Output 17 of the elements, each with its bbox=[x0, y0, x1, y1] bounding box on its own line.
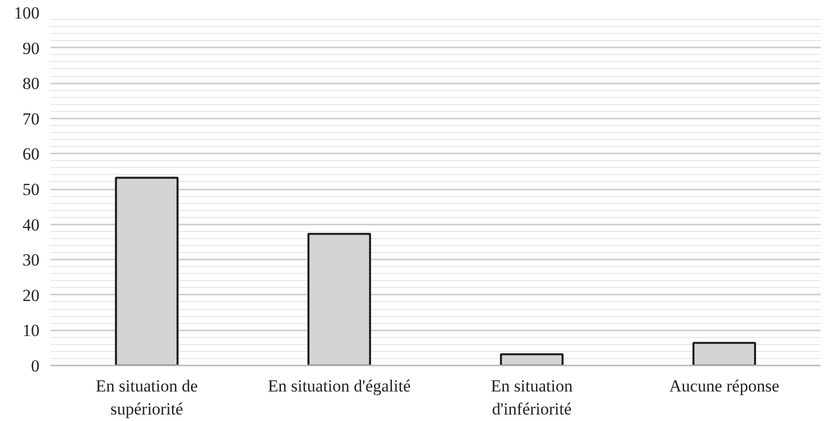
bar bbox=[692, 342, 756, 366]
y-tick-label: 0 bbox=[31, 356, 40, 376]
y-tick-label: 40 bbox=[22, 215, 40, 234]
x-tick-label: En situation de supériorité bbox=[96, 376, 198, 418]
bar bbox=[500, 353, 564, 366]
x-tick-label: Aucune réponse bbox=[669, 376, 780, 396]
y-tick-label: 80 bbox=[22, 74, 40, 94]
y-tick-label: 90 bbox=[22, 38, 40, 58]
y-tick-label: 100 bbox=[14, 4, 40, 22]
y-tick-label: 20 bbox=[22, 286, 40, 305]
y-tick-label: 50 bbox=[22, 180, 40, 199]
y-tick-label: 30 bbox=[22, 250, 40, 270]
y-tick-label: 70 bbox=[22, 109, 40, 128]
x-tick-label: En situation d'égalité bbox=[268, 376, 411, 396]
y-tick-label: 10 bbox=[22, 321, 40, 340]
x-tick-label: En situation d'infériorité bbox=[490, 376, 574, 418]
y-tick-label: 60 bbox=[22, 144, 40, 164]
